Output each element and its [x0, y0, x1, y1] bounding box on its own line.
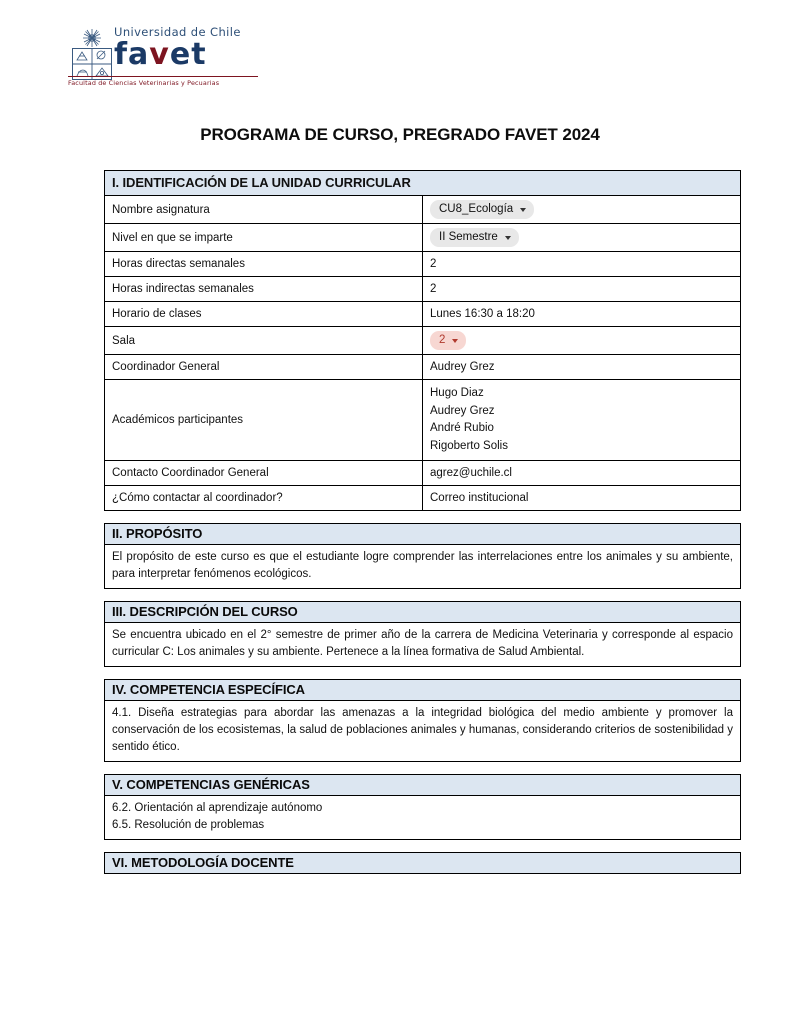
section-3-header: III. DESCRIPCIÓN DEL CURSO — [104, 601, 741, 623]
spacer — [104, 667, 741, 679]
section-4: IV. COMPETENCIA ESPECÍFICA 4.1. Diseña e… — [104, 679, 741, 762]
section-6: VI. METODOLOGÍA DOCENTE — [104, 852, 741, 874]
section-2-header: II. PROPÓSITO — [104, 523, 741, 545]
section-5: V. COMPETENCIAS GENÉRICAS 6.2. Orientaci… — [104, 774, 741, 840]
competencia-generica-item: 6.2. Orientación al aprendizaje autónomo — [112, 802, 323, 814]
section-3: III. DESCRIPCIÓN DEL CURSO Se encuentra … — [104, 601, 741, 667]
table-row: Horario de clases Lunes 16:30 a 18:20 — [104, 301, 741, 327]
table-row: Académicos participantes Hugo Diaz Audre… — [104, 379, 741, 461]
row-value-horas-indirectas: 2 — [422, 276, 741, 302]
row-label-horas-indirectas: Horas indirectas semanales — [104, 276, 423, 302]
row-value-como-contactar: Correo institucional — [422, 485, 741, 511]
spacer — [104, 511, 741, 523]
spacer — [104, 589, 741, 601]
logo-wordmark-pre: fa — [114, 37, 150, 72]
row-value-horario: Lunes 16:30 a 18:20 — [422, 301, 741, 327]
row-label-nombre-asignatura: Nombre asignatura — [104, 195, 423, 224]
page-title: PROGRAMA DE CURSO, PREGRADO FAVET 2024 — [200, 125, 600, 144]
document-content: I. IDENTIFICACIÓN DE LA UNIDAD CURRICULA… — [104, 170, 741, 874]
spacer — [104, 840, 741, 852]
logo-wordmark: favet — [114, 39, 254, 71]
row-value-nivel: II Semestre — [422, 223, 741, 252]
section-5-body: 6.2. Orientación al aprendizaje autónomo… — [104, 796, 741, 840]
table-row: Contacto Coordinador General agrez@uchil… — [104, 460, 741, 486]
chevron-down-icon — [520, 208, 527, 212]
table-row: Nombre asignatura CU8_Ecología — [104, 195, 741, 224]
competencia-generica-item: 6.5. Resolución de problemas — [112, 819, 265, 831]
row-label-como-contactar: ¿Cómo contactar al coordinador? — [104, 485, 423, 511]
row-value-nombre-asignatura: CU8_Ecología — [422, 195, 741, 224]
logo-university-name: Universidad de Chile — [114, 25, 241, 39]
identification-table: I. IDENTIFICACIÓN DE LA UNIDAD CURRICULA… — [104, 170, 741, 511]
table-row: Horas directas semanales 2 — [104, 251, 741, 277]
row-label-academicos: Académicos participantes — [104, 379, 423, 461]
row-value-academicos: Hugo Diaz Audrey Grez André Rubio Rigobe… — [422, 379, 741, 461]
sala-dropdown-label: 2 — [439, 334, 446, 346]
row-label-coordinador: Coordinador General — [104, 354, 423, 380]
table-row: Horas indirectas semanales 2 — [104, 276, 741, 302]
logo-wordmark-v: v — [149, 37, 170, 72]
row-value-coordinador: Audrey Grez — [422, 354, 741, 380]
row-label-nivel: Nivel en que se imparte — [104, 223, 423, 252]
section-3-body: Se encuentra ubicado en el 2° semestre d… — [104, 623, 741, 667]
academico-item: André Rubio — [430, 422, 494, 434]
section-1-header: I. IDENTIFICACIÓN DE LA UNIDAD CURRICULA… — [104, 170, 741, 196]
section-6-header: VI. METODOLOGÍA DOCENTE — [104, 852, 741, 874]
sala-dropdown[interactable]: 2 — [430, 331, 467, 350]
nombre-asignatura-dropdown-label: CU8_Ecología — [439, 203, 514, 215]
academico-item: Rigoberto Solis — [430, 439, 508, 452]
table-row: Sala 2 — [104, 326, 741, 355]
table-row: Nivel en que se imparte II Semestre — [104, 223, 741, 252]
section-4-body: 4.1. Diseña estrategias para abordar las… — [104, 701, 741, 762]
section-4-header: IV. COMPETENCIA ESPECÍFICA — [104, 679, 741, 701]
table-row: ¿Cómo contactar al coordinador? Correo i… — [104, 485, 741, 511]
chevron-down-icon — [452, 339, 459, 343]
table-row: Coordinador General Audrey Grez — [104, 354, 741, 380]
row-value-contacto: agrez@uchile.cl — [422, 460, 741, 486]
universidad-de-chile-emblem-icon — [68, 28, 118, 84]
nivel-dropdown-label: II Semestre — [439, 231, 498, 243]
section-1-header-row: I. IDENTIFICACIÓN DE LA UNIDAD CURRICULA… — [104, 170, 741, 196]
row-label-sala: Sala — [104, 326, 423, 355]
section-5-header: V. COMPETENCIAS GENÉRICAS — [104, 774, 741, 796]
section-2-body: El propósito de este curso es que el est… — [104, 545, 741, 589]
spacer — [104, 762, 741, 774]
nivel-dropdown[interactable]: II Semestre — [430, 228, 519, 247]
row-value-sala: 2 — [422, 326, 741, 355]
row-label-contacto: Contacto Coordinador General — [104, 460, 423, 486]
chevron-down-icon — [504, 236, 511, 240]
academico-item: Audrey Grez — [430, 404, 495, 417]
logo-faculty-name: Facultad de Ciencias Veterinarias y Pecu… — [68, 76, 258, 87]
section-2: II. PROPÓSITO El propósito de este curso… — [104, 523, 741, 589]
row-value-horas-directas: 2 — [422, 251, 741, 277]
logo-wordmark-post: et — [169, 37, 207, 72]
row-label-horario: Horario de clases — [104, 301, 423, 327]
row-label-horas-directas: Horas directas semanales — [104, 251, 423, 277]
nombre-asignatura-dropdown[interactable]: CU8_Ecología — [430, 200, 535, 219]
academico-item: Hugo Diaz — [430, 387, 484, 399]
favet-logo: Universidad de Chile favet Facultad de C… — [68, 26, 258, 92]
